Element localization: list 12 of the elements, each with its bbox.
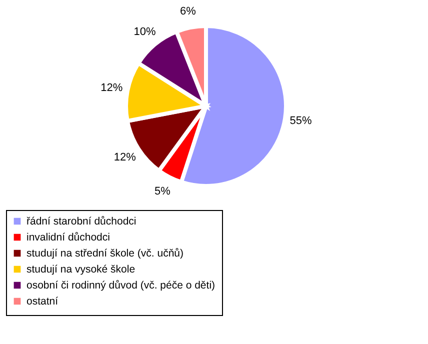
legend-label: ostatní [26,295,58,308]
legend-label: invalidní důchodci [26,231,110,244]
legend-label: studují na střední škole (vč. učňů) [26,247,184,260]
data-label: 10% [134,26,156,38]
legend-label: studují na vysoké škole [26,263,136,276]
data-label: 12% [100,82,123,94]
data-label: 55% [290,115,312,128]
data-label: 5% [154,186,171,198]
legend-label: řádní starobní důchodci [26,215,136,228]
legend-label: osobní či rodinný důvod (vč. péče o děti) [26,279,216,292]
data-label: 12% [114,151,136,164]
data-label: 6% [180,6,196,18]
